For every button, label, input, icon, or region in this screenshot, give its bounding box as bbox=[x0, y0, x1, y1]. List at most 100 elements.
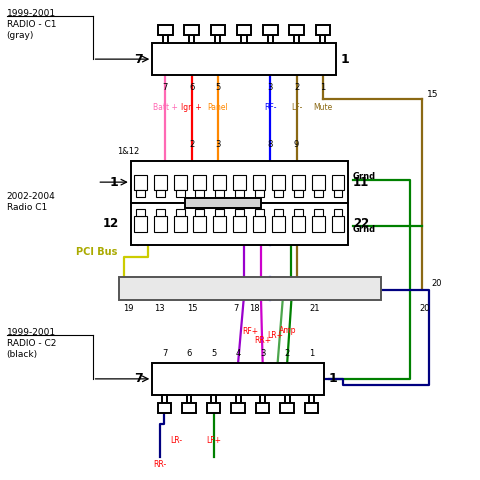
Text: 15: 15 bbox=[426, 90, 437, 99]
Text: LF-: LF- bbox=[290, 103, 301, 112]
Bar bbox=[315, 25, 329, 35]
Text: 9: 9 bbox=[293, 140, 299, 149]
Text: Amp: Amp bbox=[278, 326, 295, 335]
Text: 2: 2 bbox=[293, 83, 299, 92]
Bar bbox=[293, 209, 302, 216]
Bar bbox=[293, 35, 299, 43]
Text: 7: 7 bbox=[133, 372, 143, 385]
Text: 6: 6 bbox=[186, 349, 192, 358]
Bar bbox=[231, 403, 244, 413]
Text: 1: 1 bbox=[309, 349, 314, 358]
Bar bbox=[267, 35, 272, 43]
Text: 5: 5 bbox=[215, 83, 220, 92]
Text: 15: 15 bbox=[187, 304, 198, 313]
Bar bbox=[284, 395, 289, 403]
Bar bbox=[280, 403, 293, 413]
Bar bbox=[195, 209, 204, 216]
Text: 6: 6 bbox=[189, 83, 194, 92]
Bar bbox=[234, 209, 243, 216]
Bar bbox=[313, 209, 322, 216]
Text: Grnd: Grnd bbox=[352, 225, 375, 234]
Text: 21: 21 bbox=[309, 304, 319, 313]
Bar bbox=[309, 395, 313, 403]
Bar bbox=[252, 216, 265, 232]
Text: Panel: Panel bbox=[207, 103, 228, 112]
Bar bbox=[131, 203, 347, 245]
Bar bbox=[215, 209, 224, 216]
Bar bbox=[291, 216, 304, 232]
Bar bbox=[162, 35, 168, 43]
Text: 12: 12 bbox=[102, 217, 119, 230]
Bar bbox=[331, 175, 344, 191]
Text: Ign +: Ign + bbox=[181, 103, 202, 112]
Bar bbox=[206, 403, 220, 413]
Bar bbox=[186, 395, 191, 403]
Bar bbox=[313, 191, 322, 197]
Bar bbox=[289, 25, 303, 35]
Bar bbox=[311, 175, 324, 191]
Bar bbox=[304, 403, 318, 413]
Text: Mute: Mute bbox=[312, 103, 332, 112]
Bar bbox=[241, 35, 246, 43]
Bar bbox=[274, 191, 283, 197]
Bar bbox=[131, 161, 347, 203]
Text: 13: 13 bbox=[154, 304, 164, 313]
Text: 1: 1 bbox=[110, 176, 119, 189]
Text: 3: 3 bbox=[267, 83, 273, 92]
Bar bbox=[119, 277, 381, 300]
Text: 1999-2001
RADIO - C1
(gray): 1999-2001 RADIO - C1 (gray) bbox=[7, 9, 56, 40]
Text: Batt +: Batt + bbox=[153, 103, 178, 112]
Text: LR+: LR+ bbox=[266, 331, 282, 340]
Bar bbox=[193, 216, 206, 232]
Text: 7: 7 bbox=[232, 304, 238, 313]
Bar bbox=[293, 191, 302, 197]
Text: 2002-2004
Radio C1: 2002-2004 Radio C1 bbox=[7, 192, 55, 212]
Text: 4: 4 bbox=[235, 349, 240, 358]
Bar bbox=[272, 216, 285, 232]
Bar bbox=[175, 209, 184, 216]
Bar bbox=[272, 175, 285, 191]
Text: 7: 7 bbox=[162, 83, 168, 92]
Text: PCI Bus: PCI Bus bbox=[76, 247, 117, 257]
Text: 11: 11 bbox=[352, 176, 368, 189]
Bar bbox=[215, 191, 224, 197]
Bar bbox=[184, 25, 198, 35]
Text: 20: 20 bbox=[418, 304, 429, 313]
Bar bbox=[235, 395, 240, 403]
Bar bbox=[254, 209, 263, 216]
Bar bbox=[232, 175, 245, 191]
Bar bbox=[263, 25, 277, 35]
Bar bbox=[162, 395, 167, 403]
Bar bbox=[260, 395, 264, 403]
Bar bbox=[234, 191, 243, 197]
Bar bbox=[255, 403, 269, 413]
Text: LF+: LF+ bbox=[205, 436, 221, 444]
Text: Grnd: Grnd bbox=[352, 172, 375, 181]
Bar bbox=[154, 216, 167, 232]
Bar bbox=[232, 216, 245, 232]
Text: 1: 1 bbox=[320, 83, 325, 92]
Bar bbox=[185, 198, 261, 208]
Bar bbox=[156, 209, 165, 216]
Bar bbox=[236, 25, 251, 35]
Bar bbox=[311, 216, 324, 232]
Text: RF+: RF+ bbox=[242, 327, 258, 336]
Text: 1: 1 bbox=[340, 53, 349, 66]
Bar bbox=[254, 191, 263, 197]
Bar bbox=[157, 403, 171, 413]
Text: 19: 19 bbox=[123, 304, 133, 313]
Bar bbox=[158, 25, 172, 35]
Bar bbox=[175, 191, 184, 197]
Bar bbox=[134, 216, 147, 232]
Bar bbox=[193, 175, 206, 191]
Bar bbox=[320, 35, 325, 43]
Text: 2: 2 bbox=[284, 349, 289, 358]
Bar bbox=[331, 216, 344, 232]
Text: RR+: RR+ bbox=[253, 336, 271, 345]
Bar bbox=[215, 35, 220, 43]
Text: 1999-2001
RADIO - C2
(black): 1999-2001 RADIO - C2 (black) bbox=[7, 328, 56, 360]
Text: 5: 5 bbox=[211, 349, 216, 358]
Text: 3: 3 bbox=[215, 140, 220, 149]
Text: 1&12: 1&12 bbox=[117, 147, 139, 156]
Bar bbox=[213, 175, 226, 191]
